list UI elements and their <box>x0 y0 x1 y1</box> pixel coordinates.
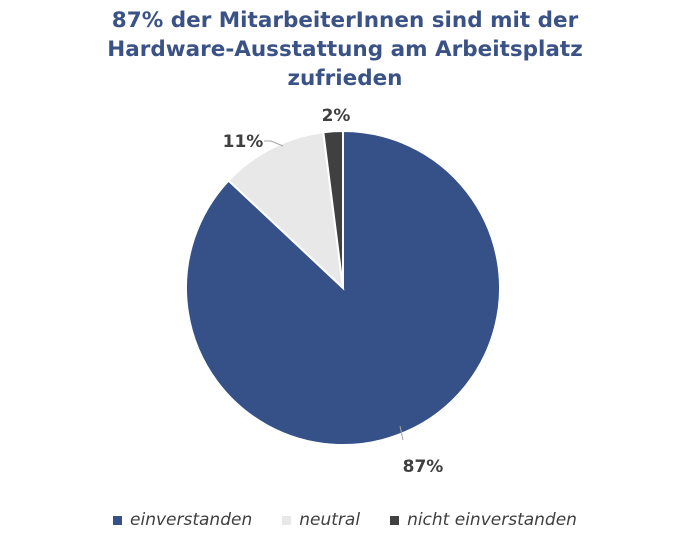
data-label-einverstanden: 87% <box>403 457 444 477</box>
leader-lines <box>264 140 404 441</box>
legend-item-nicht-einverstanden: nicht einverstanden <box>390 510 577 530</box>
legend: einverstanden neutral nicht einverstande… <box>0 510 690 530</box>
legend-item-einverstanden: einverstanden <box>113 510 252 530</box>
legend-label: nicht einverstanden <box>407 510 577 530</box>
chart-title-line-3: zufrieden <box>287 66 403 91</box>
legend-swatch <box>282 515 292 525</box>
leader-line <box>264 140 284 147</box>
legend-label: neutral <box>299 510 361 530</box>
data-label-nicht-einverstanden: 2% <box>322 106 351 126</box>
chart-title: 87% der MitarbeiterInnen sind mit der Ha… <box>20 6 670 93</box>
data-labels: 87% 11% 2% <box>223 106 444 477</box>
chart-title-line-2: Hardware-Ausstattung am Arbeitsplatz <box>107 37 583 62</box>
legend-swatch <box>390 515 400 525</box>
legend-swatch <box>113 515 123 525</box>
data-label-neutral: 11% <box>223 132 264 152</box>
legend-item-neutral: neutral <box>282 510 360 530</box>
pie-slice-nicht-einverstanden <box>322 129 344 289</box>
pie-slices <box>185 129 501 446</box>
chart-title-line-1: 87% der MitarbeiterInnen sind mit der <box>111 8 579 33</box>
pie-slice-neutral <box>227 131 345 291</box>
leader-line <box>399 425 404 441</box>
legend-label: einverstanden <box>130 510 253 530</box>
